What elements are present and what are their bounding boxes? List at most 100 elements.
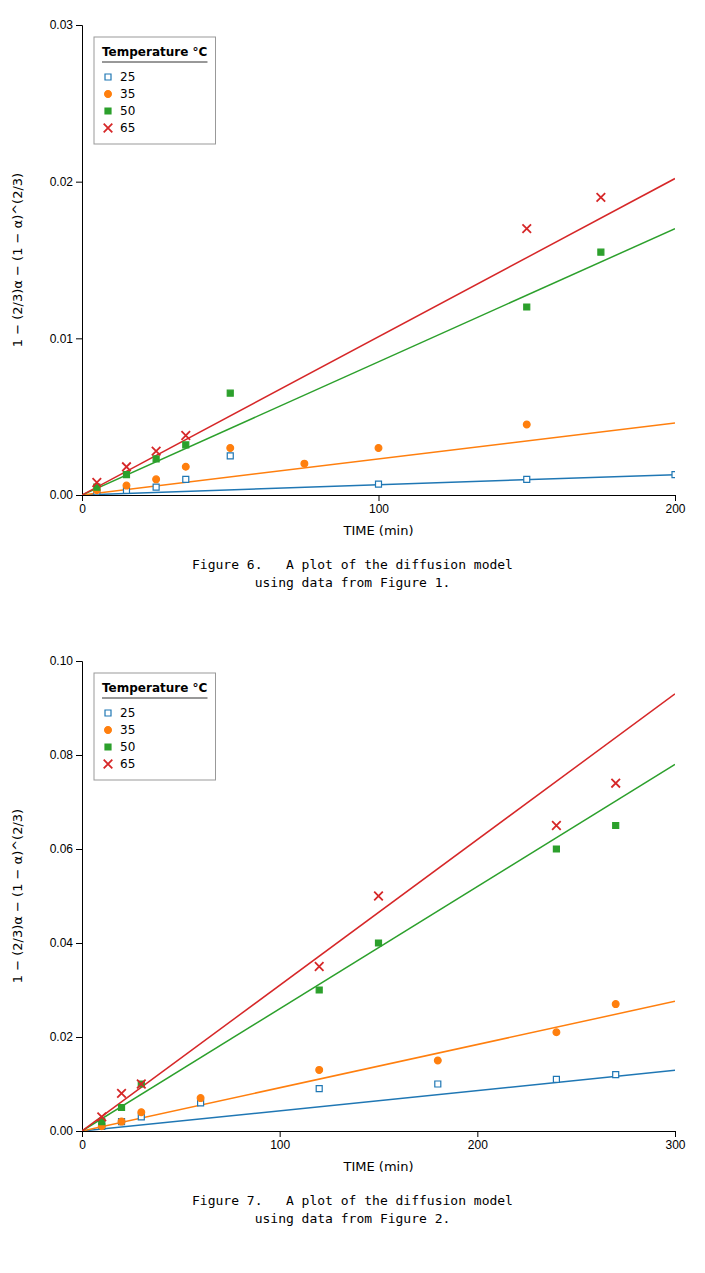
legend-symbol — [105, 108, 111, 114]
x-tick-mark — [280, 1131, 281, 1137]
y-tick-mark — [76, 495, 82, 496]
x-tick-label: 0 — [79, 1138, 86, 1152]
point — [672, 472, 675, 478]
legend-box — [94, 37, 215, 144]
point — [153, 484, 159, 490]
y-tick-label: 0.03 — [50, 18, 74, 32]
y-axis-line — [76, 26, 83, 496]
y-tick: 0.02 — [50, 1030, 82, 1044]
x-tick-mark — [477, 1131, 478, 1137]
point — [598, 249, 604, 255]
x-tick: 0 — [79, 1131, 86, 1152]
point — [597, 193, 606, 202]
y-axis-title: 1 − (2/3)α − (1 − α)^(2/3) — [10, 173, 25, 347]
legend-entry: 50 — [120, 104, 135, 118]
x-tick: 0 — [79, 495, 86, 516]
point — [524, 476, 530, 482]
legend-entry: 35 — [120, 87, 135, 101]
plot-area — [82, 179, 675, 495]
y-tick: 0.04 — [50, 936, 82, 950]
x-tick: 200 — [665, 495, 685, 516]
legend-entry: 50 — [120, 740, 135, 754]
point — [552, 821, 561, 830]
legend-title: Temperature °C — [102, 45, 207, 59]
x-axis: 0100200300 — [79, 1131, 686, 1152]
x-tick-label: 100 — [270, 1138, 290, 1152]
point — [553, 1029, 560, 1036]
point — [117, 1089, 126, 1098]
point — [122, 462, 131, 471]
legend-entry: 35 — [120, 723, 135, 737]
legend-symbol — [105, 710, 111, 716]
point — [376, 940, 382, 946]
point — [182, 463, 189, 470]
y-tick-mark — [76, 182, 82, 183]
x-axis-line — [83, 496, 676, 502]
point — [553, 846, 559, 852]
caption-subtitle: using data from Figure 2. — [255, 1211, 451, 1226]
y-tick-label: 0.04 — [50, 936, 74, 950]
y-tick-label: 0.01 — [50, 332, 74, 346]
point — [227, 390, 233, 396]
legend-symbol — [104, 760, 113, 769]
fit-line — [82, 229, 675, 495]
legend-symbol — [104, 124, 113, 133]
x-tick-mark — [675, 495, 676, 501]
point — [153, 476, 160, 483]
x-axis-line — [83, 1132, 676, 1138]
point — [611, 779, 620, 788]
point — [123, 472, 129, 478]
fit-line — [82, 1070, 675, 1131]
y-tick-label: 0.02 — [50, 175, 74, 189]
point — [197, 1095, 204, 1102]
fit-line — [82, 179, 675, 495]
point — [316, 1067, 323, 1074]
point — [118, 1118, 125, 1125]
point — [522, 224, 531, 233]
y-tick: 0.02 — [50, 175, 82, 189]
x-tick-mark — [379, 495, 380, 501]
point — [374, 892, 383, 901]
legend: Temperature °C 25 35 50 65 — [94, 673, 215, 780]
point — [434, 1057, 441, 1064]
chart-root: 0 100 200 0.00 0.01 0.02 0.03 TIME (min) 1 − (2/… — [0, 0, 705, 1273]
fit-line — [82, 764, 675, 1131]
legend-entry: 65 — [120, 757, 135, 771]
legend-entry: 25 — [120, 706, 135, 720]
point — [119, 1105, 125, 1111]
y-tick: 0.00 — [50, 1124, 82, 1138]
point — [93, 478, 102, 487]
fit-line — [82, 423, 675, 495]
point — [316, 987, 322, 993]
x-tick-label: 100 — [369, 502, 389, 516]
y-tick: 0.01 — [50, 332, 82, 346]
y-tick: 0.10 — [50, 654, 82, 668]
x-tick: 100 — [270, 1131, 290, 1152]
legend-symbol — [105, 91, 112, 98]
point — [227, 445, 234, 452]
legend-box — [94, 673, 215, 780]
legend-title-rule — [102, 62, 207, 63]
y-tick-label: 0.00 — [50, 1124, 74, 1138]
legend-title: Temperature °C — [102, 681, 207, 695]
y-tick-label: 0.06 — [50, 842, 74, 856]
point — [524, 304, 530, 310]
legend-symbol — [105, 744, 111, 750]
y-tick: 0.06 — [50, 842, 82, 856]
x-axis-title: TIME (min) — [343, 523, 414, 538]
point — [315, 962, 324, 971]
legend-entry: 65 — [120, 121, 135, 135]
y-tick: 0.00 — [50, 488, 82, 502]
y-axis: 0.00 0.01 0.02 0.03 — [50, 18, 83, 502]
legend: Temperature °C25355065 — [94, 37, 215, 144]
point — [375, 445, 382, 452]
legend-symbol — [105, 727, 112, 734]
y-tick-mark — [76, 338, 82, 339]
point — [97, 1113, 106, 1122]
y-tick-mark — [76, 943, 82, 944]
point — [183, 476, 189, 482]
y-tick-label: 0.02 — [50, 1030, 74, 1044]
y-axis: 0.000.020.040.060.080.10 — [50, 654, 83, 1138]
point — [183, 442, 189, 448]
y-tick-label: 0.00 — [50, 488, 74, 502]
